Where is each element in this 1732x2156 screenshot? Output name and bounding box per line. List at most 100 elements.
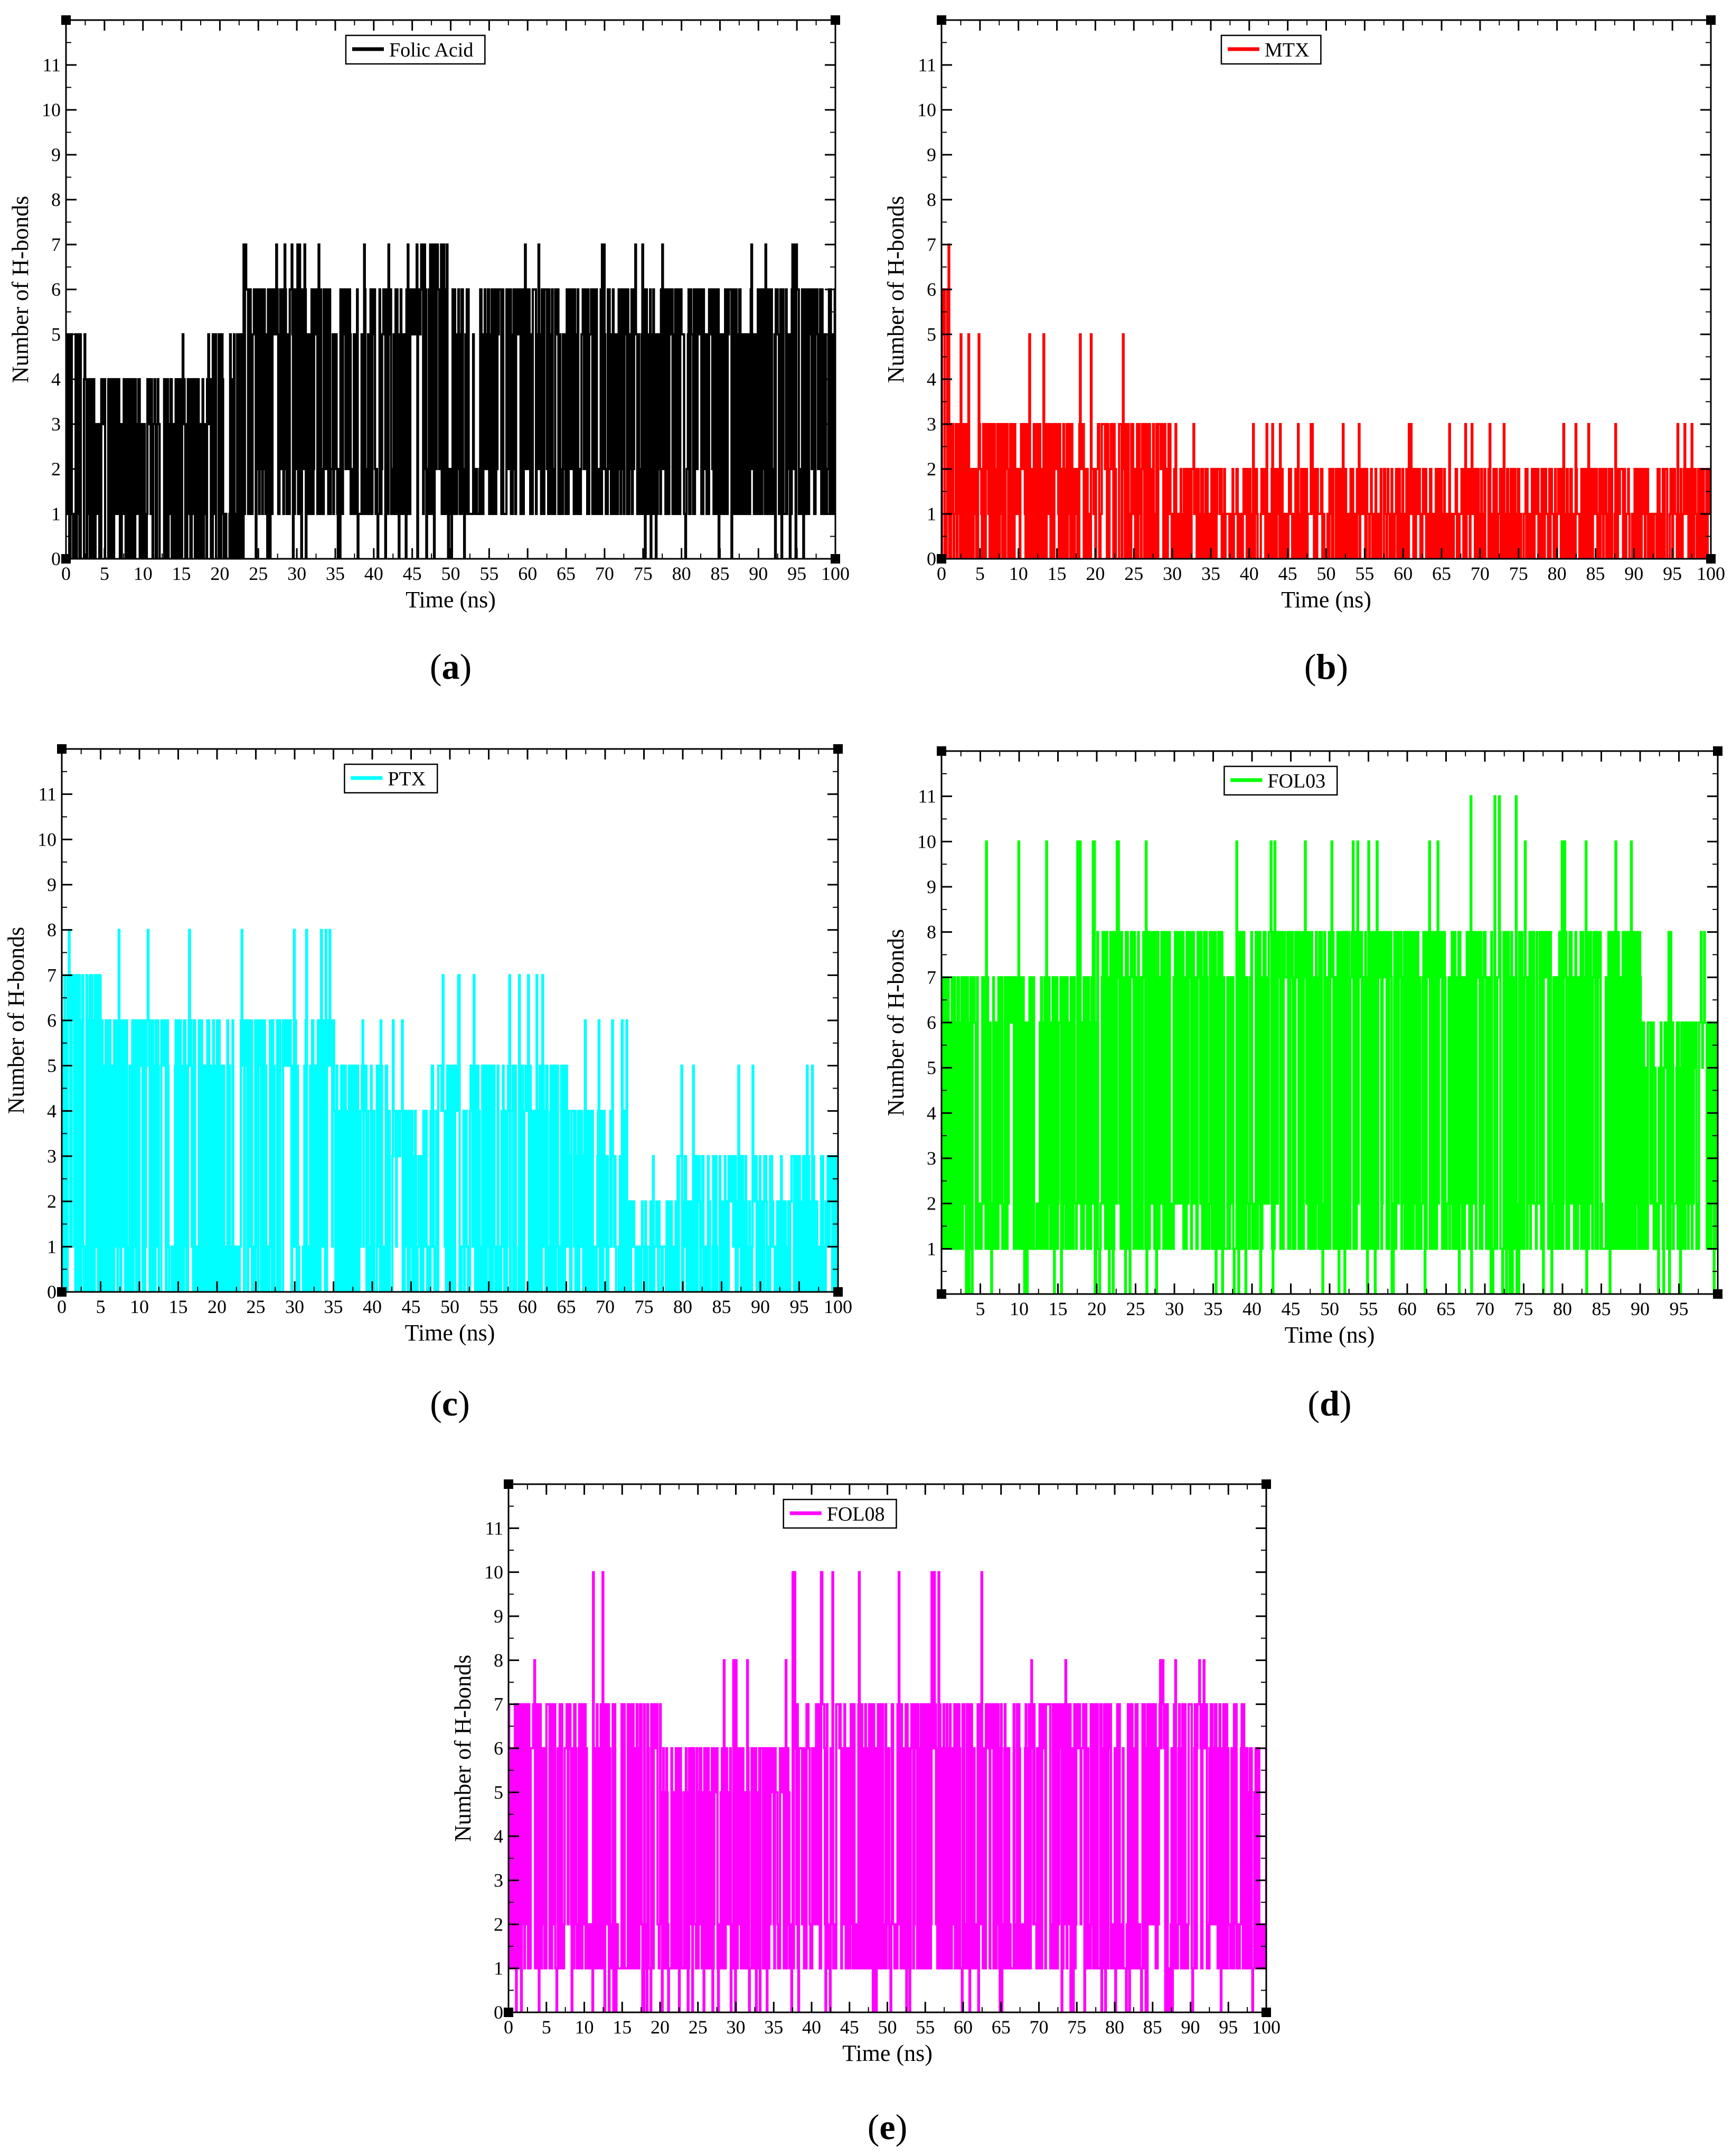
chart-panel-d: 5 10 15 20 25 30 35 40 45 50 55 60 65 70 75 80 85 90 95123… — [883, 746, 1722, 1423]
legend-c: PTX — [344, 763, 438, 794]
x-tick-label: 5 — [96, 1296, 106, 1317]
y-tick-label: 11 — [485, 1517, 503, 1539]
chart-panel-c: 0 5 10 15 20 25 30 35 40 45 50 55 60 65 70 75 80 85 90 95 10… — [3, 744, 852, 1423]
x-tick-label: 30 — [727, 2017, 746, 2038]
y-tick-label: 3 — [927, 414, 936, 435]
y-tick-label: 6 — [51, 279, 61, 300]
y-tick-label: 6 — [47, 1010, 57, 1031]
y-tick-label: 4 — [927, 369, 936, 390]
y-tick-label: 8 — [51, 189, 61, 210]
y-tick-label: 7 — [927, 234, 936, 255]
y-tick-label: 4 — [927, 1102, 936, 1123]
y-tick-label: 7 — [494, 1694, 503, 1715]
x-axis-title: Time (ns) — [1285, 1322, 1375, 1348]
y-tick-label: 0 — [47, 1281, 57, 1302]
x-tick-label: 95 — [1219, 2017, 1238, 2038]
y-tick-label: 6 — [927, 279, 936, 300]
x-tick-label: 45 — [1282, 1298, 1301, 1319]
x-tick-label: 25 — [689, 2017, 708, 2038]
x-tick-label: 40 — [1242, 1298, 1262, 1319]
x-tick-label: 45 — [402, 1296, 421, 1317]
legend-label: FOL08 — [827, 1503, 885, 1525]
y-axis-title: Number of H-bonds — [3, 927, 29, 1114]
x-tick-label: 100 — [1697, 563, 1725, 584]
panel-label-d: (d) — [1307, 1383, 1351, 1423]
y-tick-label: 5 — [51, 324, 61, 345]
x-tick-label: 95 — [1670, 1298, 1689, 1319]
y-tick-label: 2 — [494, 1914, 503, 1935]
legend-d: FOL03 — [1223, 765, 1338, 796]
x-tick-label: 70 — [1030, 2017, 1049, 2038]
x-tick-label: 10 — [134, 563, 153, 584]
x-tick-label: 80 — [1548, 563, 1567, 584]
y-tick-label: 2 — [927, 458, 936, 480]
x-tick-label: 75 — [1067, 2017, 1086, 2038]
x-tick-label: 0 — [504, 2017, 513, 2038]
x-tick-label: 95 — [787, 563, 806, 584]
panel-label-c: (c) — [430, 1383, 470, 1423]
x-tick-label: 90 — [1631, 1298, 1650, 1319]
y-tick-label: 5 — [927, 324, 936, 345]
x-tick-label: 35 — [326, 563, 345, 584]
y-tick-label: 1 — [927, 503, 936, 524]
x-tick-label: 100 — [821, 563, 850, 584]
y-tick-label: 7 — [47, 964, 57, 986]
x-tick-label: 85 — [1143, 2017, 1162, 2038]
x-tick-label: 20 — [210, 563, 229, 584]
x-tick-label: 90 — [749, 563, 768, 584]
x-tick-label: 70 — [1475, 1298, 1494, 1319]
x-tick-label: 35 — [324, 1296, 343, 1317]
x-tick-label: 100 — [1252, 2017, 1281, 2038]
y-tick-label: 2 — [47, 1191, 57, 1212]
x-tick-label: 10 — [1009, 563, 1028, 584]
y-tick-label: 11 — [918, 786, 936, 807]
x-tick-label: 75 — [634, 563, 653, 584]
y-tick-label: 10 — [917, 831, 936, 852]
x-tick-label: 50 — [441, 563, 460, 584]
x-tick-label: 45 — [1278, 563, 1297, 584]
x-tick-label: 15 — [613, 2017, 632, 2038]
x-tick-label: 55 — [916, 2017, 935, 2038]
y-tick-label: 9 — [494, 1606, 503, 1627]
x-tick-label: 85 — [1586, 563, 1605, 584]
x-tick-label: 70 — [595, 563, 614, 584]
x-tick-label: 70 — [1471, 563, 1490, 584]
y-tick-label: 9 — [47, 874, 57, 895]
x-tick-label: 40 — [364, 563, 383, 584]
y-tick-label: 3 — [51, 414, 61, 435]
series-line-a — [66, 243, 835, 559]
x-tick-label: 50 — [440, 1296, 459, 1317]
y-tick-label: 8 — [927, 922, 936, 943]
legend-e: FOL08 — [783, 1498, 897, 1529]
legend-label: FOL03 — [1267, 770, 1325, 792]
series-line-d — [942, 795, 1718, 1294]
panel-label-a: (a) — [430, 646, 472, 687]
y-axis-title: Number of H-bonds — [7, 196, 33, 383]
y-tick-label: 8 — [494, 1649, 503, 1671]
y-axis-title: Number of H-bonds — [450, 1655, 476, 1842]
y-tick-label: 3 — [494, 1870, 503, 1891]
corner-marker — [937, 746, 946, 756]
x-tick-label: 100 — [824, 1296, 852, 1317]
x-tick-label: 15 — [172, 563, 191, 584]
x-tick-label: 75 — [635, 1296, 654, 1317]
x-tick-label: 20 — [1086, 563, 1105, 584]
panel-label-e: (e) — [868, 2107, 908, 2147]
x-tick-label: 20 — [1087, 1298, 1106, 1319]
x-tick-label: 55 — [479, 1296, 498, 1317]
corner-marker — [937, 1289, 946, 1299]
y-tick-label: 1 — [51, 503, 61, 524]
x-tick-label: 35 — [1201, 563, 1220, 584]
y-tick-label: 0 — [51, 548, 61, 569]
x-tick-label: 90 — [751, 1296, 770, 1317]
x-tick-label: 50 — [1320, 1298, 1339, 1319]
x-tick-label: 90 — [1624, 563, 1643, 584]
legend-label: MTX — [1265, 39, 1309, 61]
y-tick-label: 9 — [927, 876, 936, 897]
x-tick-label: 80 — [672, 563, 691, 584]
x-tick-label: 30 — [1163, 563, 1182, 584]
y-axis-title: Number of H-bonds — [883, 196, 909, 383]
y-tick-label: 10 — [484, 1562, 503, 1583]
x-tick-label: 25 — [1126, 1298, 1145, 1319]
y-tick-label: 6 — [927, 1012, 936, 1033]
